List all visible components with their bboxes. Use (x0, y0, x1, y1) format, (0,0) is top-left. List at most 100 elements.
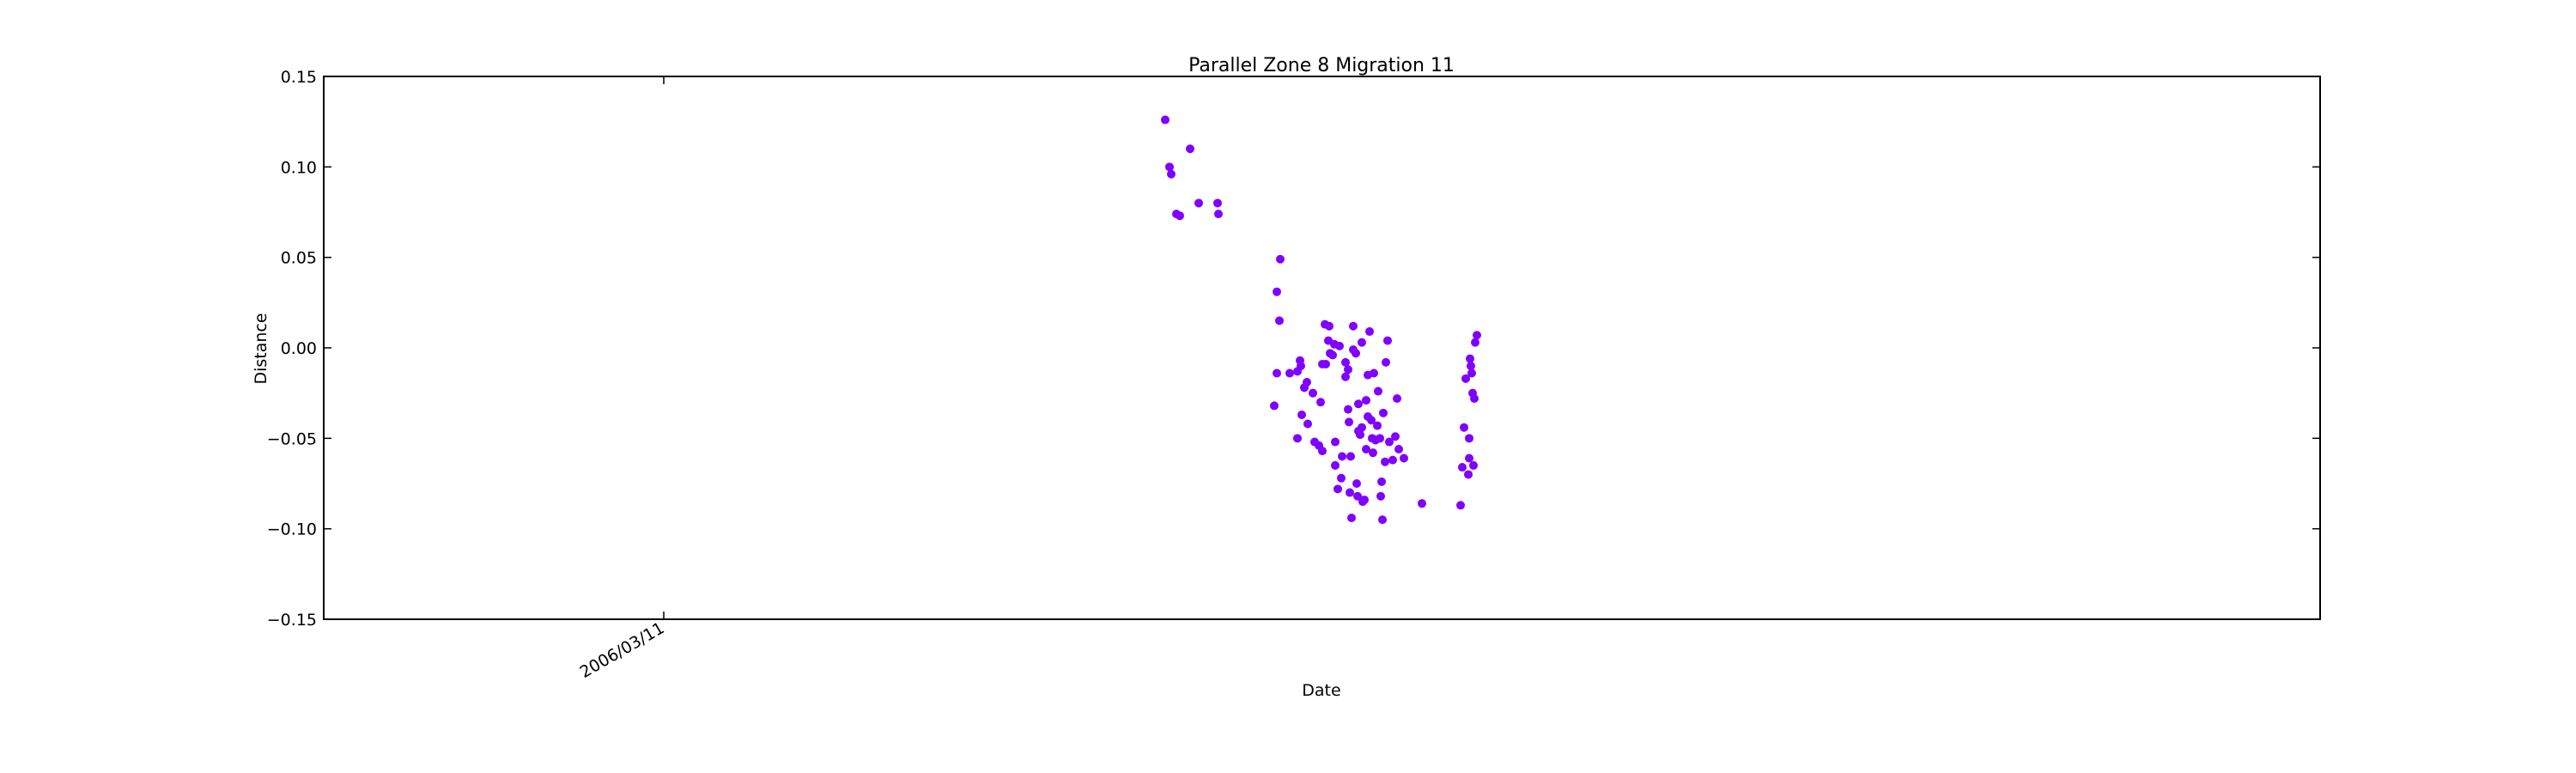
y-axis-label: Distance (252, 313, 270, 384)
data-point (1328, 350, 1337, 360)
data-point (1362, 396, 1370, 405)
x-axis: 2006/03/11 (577, 76, 668, 682)
data-point (1456, 501, 1465, 510)
y-tick-label: −0.10 (267, 520, 317, 539)
y-axis: 0.15 0.10 0.05 0.00 −0.05 −0.10 −0.15 (267, 68, 2320, 630)
data-point (1458, 463, 1467, 472)
y-tick-label: 0.00 (281, 339, 317, 358)
data-point (1356, 430, 1364, 440)
data-point (1273, 368, 1281, 378)
data-point (1393, 393, 1401, 403)
data-point (1316, 398, 1325, 407)
data-point (1303, 378, 1311, 387)
data-points (1161, 115, 1481, 525)
data-point (1394, 444, 1403, 453)
y-tick-label: 0.05 (281, 249, 317, 268)
data-point (1167, 169, 1176, 179)
data-point (1353, 491, 1362, 501)
data-point (1367, 416, 1376, 425)
data-point (1373, 421, 1382, 430)
data-point (1360, 495, 1369, 504)
data-point (1273, 287, 1281, 296)
data-point (1388, 455, 1397, 465)
data-point (1341, 372, 1350, 381)
data-point (1331, 437, 1340, 447)
data-point (1465, 434, 1473, 443)
y-tick-label: −0.05 (267, 429, 317, 448)
data-point (1309, 388, 1317, 398)
data-point (1341, 357, 1350, 367)
data-point (1379, 408, 1388, 417)
data-point (1325, 321, 1334, 331)
data-point (1381, 457, 1389, 466)
data-point (1337, 473, 1346, 483)
data-point (1466, 354, 1474, 363)
data-point (1303, 419, 1312, 429)
data-point (1464, 470, 1473, 479)
data-point (1213, 198, 1222, 208)
data-point (1418, 499, 1426, 508)
data-point (1470, 393, 1479, 403)
data-point (1354, 399, 1363, 409)
data-point (1346, 488, 1354, 497)
data-point (1358, 338, 1366, 347)
data-point (1369, 448, 1377, 458)
data-point (1383, 336, 1392, 345)
data-point (1297, 410, 1306, 419)
data-point (1376, 491, 1385, 501)
data-point (1344, 405, 1352, 414)
data-point (1276, 254, 1285, 264)
data-point (1321, 359, 1330, 368)
data-point (1347, 514, 1356, 523)
data-point (1460, 423, 1468, 432)
data-point (1461, 374, 1470, 383)
data-point (1469, 460, 1478, 470)
plot-frame (323, 76, 2321, 620)
data-point (1382, 357, 1390, 367)
x-tick-label: 2006/03/11 (577, 618, 668, 682)
data-point (1465, 453, 1473, 463)
data-point (1186, 144, 1194, 154)
data-point (1362, 444, 1370, 453)
data-point (1270, 401, 1279, 411)
y-tick-label: 0.15 (281, 68, 317, 87)
data-point (1391, 432, 1400, 441)
data-point (1471, 338, 1479, 347)
data-point (1318, 447, 1327, 456)
data-point (1285, 368, 1294, 378)
data-point (1400, 453, 1408, 463)
data-point (1338, 452, 1346, 461)
data-point (1165, 162, 1174, 172)
data-point (1194, 198, 1203, 208)
data-point (1467, 368, 1476, 378)
data-point (1352, 349, 1360, 358)
data-point (1352, 479, 1361, 488)
data-point (1473, 331, 1481, 340)
data-point (1376, 434, 1384, 443)
data-point (1358, 423, 1366, 432)
data-point (1297, 362, 1305, 371)
data-point (1385, 437, 1394, 447)
data-point (1334, 484, 1342, 494)
data-point (1378, 515, 1387, 525)
chart-title: Parallel Zone 8 Migration 11 (1188, 55, 1455, 76)
data-point (1349, 321, 1358, 331)
data-point (1293, 434, 1302, 443)
data-point (1370, 368, 1378, 378)
y-tick-label: 0.10 (281, 158, 317, 177)
data-point (1346, 452, 1355, 461)
data-point (1467, 362, 1475, 371)
data-point (1161, 115, 1170, 125)
data-point (1377, 477, 1386, 486)
y-tick-label: −0.15 (267, 611, 317, 630)
data-point (1335, 341, 1344, 350)
data-point (1176, 211, 1184, 221)
x-axis-label: Date (1302, 681, 1340, 700)
data-point (1214, 210, 1223, 219)
data-point (1331, 460, 1340, 470)
data-point (1365, 327, 1374, 337)
data-point (1344, 365, 1352, 374)
data-point (1275, 316, 1284, 326)
data-point (1374, 386, 1382, 396)
